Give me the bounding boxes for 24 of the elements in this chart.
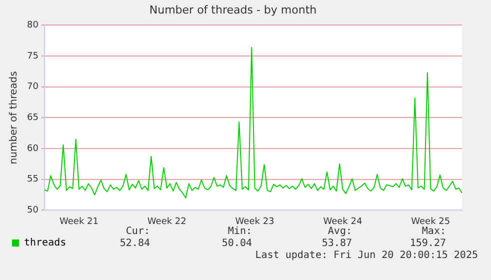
text: 53.87 bbox=[322, 238, 352, 249]
text: 50.04 bbox=[222, 238, 252, 249]
y-tick-label: 75 bbox=[27, 51, 38, 62]
y-tick-label: 80 bbox=[27, 20, 39, 31]
y-tick-label: 65 bbox=[27, 113, 38, 124]
text: 52.84 bbox=[120, 238, 150, 249]
text: Last update: Fri Jun 20 20:00:15 2025 bbox=[255, 250, 478, 261]
y-tick-label: 60 bbox=[27, 144, 39, 154]
y-axis-title: number of threads bbox=[8, 71, 20, 164]
x-tick-label: Week 24 bbox=[323, 216, 362, 227]
x-tick-label: Week 25 bbox=[411, 216, 450, 227]
x-tick-label: Week 21 bbox=[59, 216, 98, 227]
text: Avg: bbox=[328, 226, 352, 237]
text: 159.27 bbox=[410, 238, 446, 249]
text: Min: bbox=[228, 226, 252, 237]
text: Cur: bbox=[126, 226, 150, 237]
y-tick-label: 70 bbox=[27, 82, 39, 92]
chart-title: Number of threads - by month bbox=[149, 3, 317, 16]
y-tick-label: 55 bbox=[27, 174, 38, 185]
x-tick-label: Week 22 bbox=[147, 216, 186, 227]
x-tick-label: Week 23 bbox=[235, 216, 274, 227]
y-tick-label: 50 bbox=[27, 206, 39, 216]
text: Max: bbox=[422, 226, 446, 237]
legend-label: threads bbox=[24, 238, 66, 249]
